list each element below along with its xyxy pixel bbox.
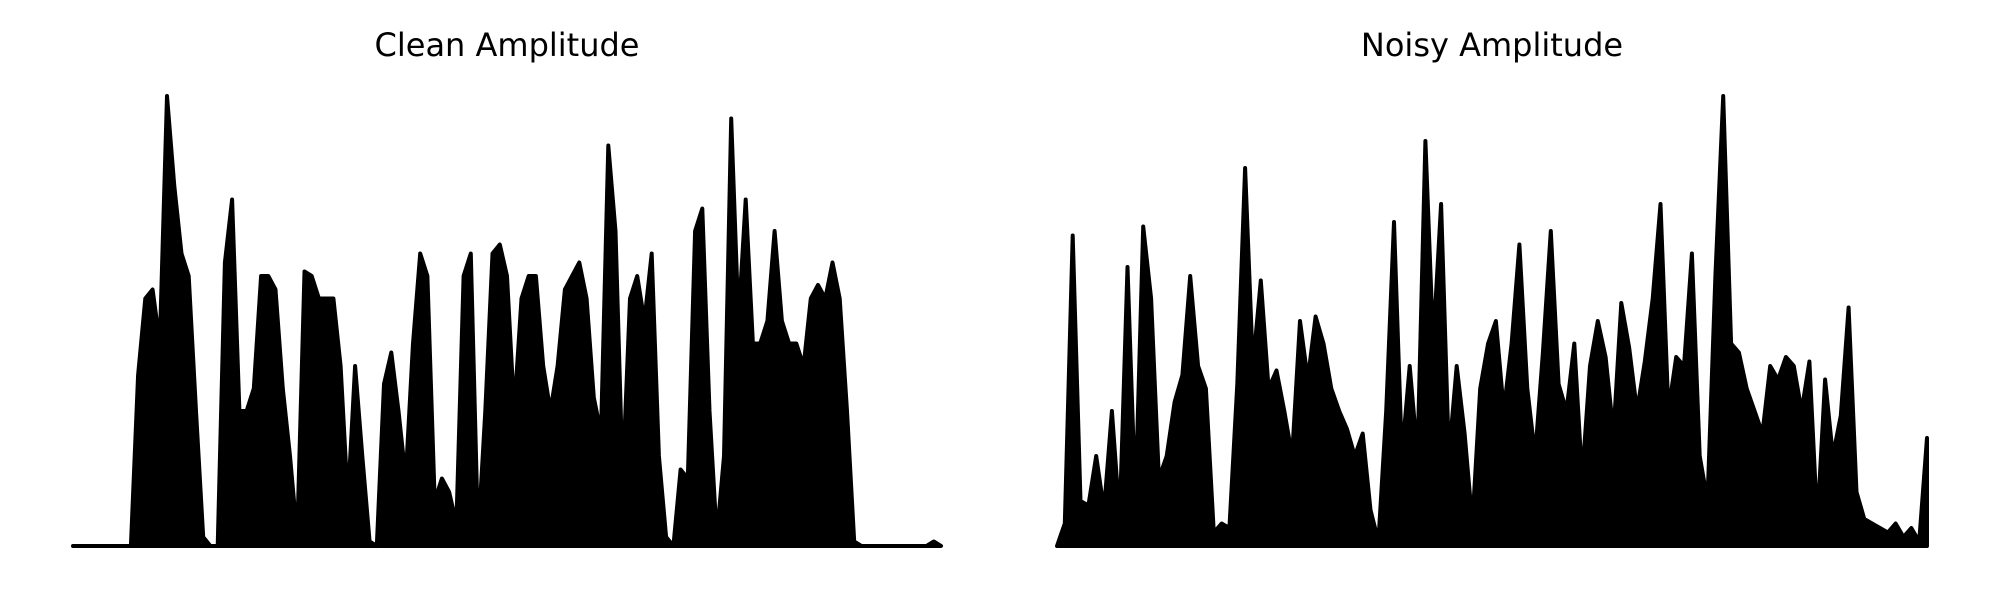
- chart-title: Clean Amplitude: [375, 26, 640, 64]
- amplitude-area: [1055, 94, 1929, 548]
- chart-title: Noisy Amplitude: [1361, 26, 1623, 64]
- amplitude-area: [71, 94, 943, 548]
